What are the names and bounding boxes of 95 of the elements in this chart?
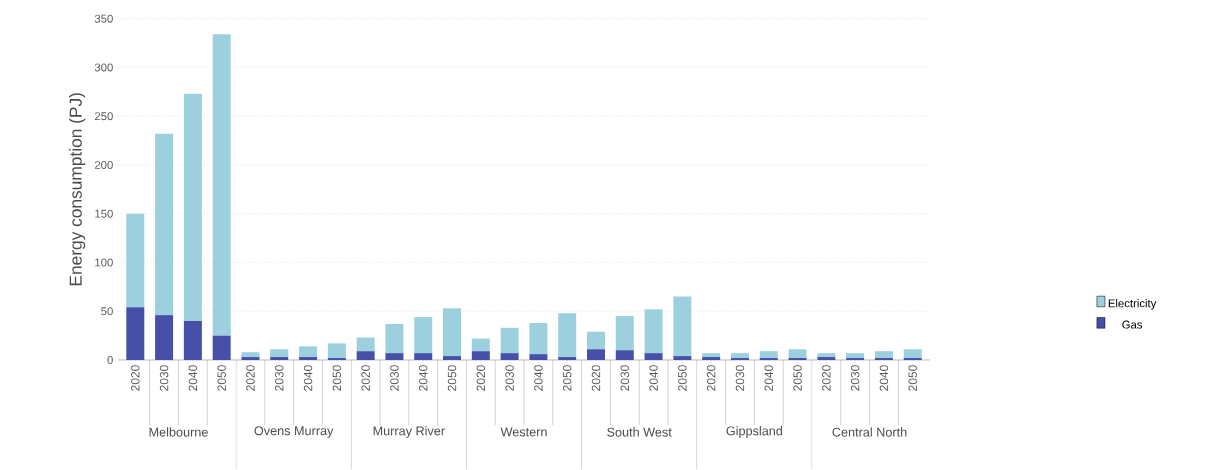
y-tick-label: 50 (101, 307, 113, 316)
y-tick-label: 200 (94, 161, 113, 170)
bar (241, 352, 260, 358)
x-tick-label: 2050 (217, 365, 226, 391)
y-tick-label: 350 (94, 14, 113, 23)
bar (385, 353, 404, 361)
x-tick-label: 2050 (447, 365, 457, 391)
y-tick-label: 300 (94, 63, 113, 72)
x-tick-label: 2040 (649, 365, 658, 391)
x-tick-label: 2050 (793, 365, 802, 391)
bar (500, 353, 519, 361)
text: Gippsland (726, 426, 783, 439)
bar (155, 133, 174, 316)
bar (730, 353, 749, 359)
bar (126, 213, 145, 308)
bar (903, 349, 922, 359)
bar (702, 357, 721, 361)
x-tick-label: 2020 (822, 365, 831, 391)
bar (241, 357, 260, 361)
x-tick-label: 2020 (476, 365, 486, 391)
bar (270, 357, 289, 361)
x-tick-label: 2020 (706, 365, 716, 391)
x-tick-label: 2030 (275, 365, 284, 391)
bar (673, 356, 692, 361)
bar (500, 328, 519, 354)
bar (183, 321, 202, 361)
x-tick-label: 2050 (678, 365, 687, 391)
text: Central North (832, 427, 907, 437)
bar (615, 350, 634, 361)
bar (558, 313, 577, 358)
x-tick-label: 2020 (131, 365, 140, 391)
bar (299, 346, 318, 358)
x-tick-label: 2020 (591, 365, 601, 391)
legend-label: Gas (1122, 320, 1143, 329)
bar (443, 308, 462, 357)
bar (615, 316, 634, 351)
x-tick-label: 2030 (620, 365, 630, 391)
bar (471, 338, 490, 352)
bar (673, 296, 692, 357)
text: Ovens Murray (254, 426, 334, 438)
x-tick-label: 2050 (908, 365, 917, 391)
x-tick-label: 2040 (418, 365, 428, 391)
bar (529, 354, 548, 361)
x-tick-label: 2040 (534, 365, 543, 391)
bar (385, 324, 404, 354)
bar (788, 349, 807, 359)
bar (183, 93, 202, 322)
x-tick-label: 2040 (879, 365, 889, 391)
bar (586, 349, 605, 361)
bar (356, 337, 375, 352)
bar (644, 353, 663, 361)
y-tick-label: 150 (95, 209, 113, 218)
x-tick-label: 2020 (361, 365, 370, 391)
bar (529, 323, 548, 355)
bar (327, 343, 346, 359)
x-tick-label: 2030 (850, 365, 860, 391)
bar (212, 34, 231, 336)
bar (126, 307, 145, 361)
x-tick-label: 2050 (332, 365, 342, 391)
text: Murray River (373, 426, 445, 439)
x-tick-label: 2040 (764, 365, 774, 391)
y-tick-label: 100 (95, 258, 113, 267)
y-tick-label: 250 (94, 112, 113, 121)
bar (702, 353, 721, 358)
x-tick-label: 2040 (188, 365, 198, 391)
bar (817, 353, 836, 358)
bar (586, 331, 605, 350)
x-tick-label: 2050 (562, 365, 572, 391)
bar (471, 351, 490, 361)
x-tick-label: 2020 (246, 365, 255, 391)
bar (558, 357, 577, 361)
x-tick-label: 2030 (735, 365, 745, 391)
x-tick-label: 2040 (303, 365, 313, 391)
x-tick-label: 2030 (390, 365, 399, 391)
bar (443, 356, 462, 361)
bar (270, 349, 289, 358)
text: Western (500, 427, 547, 437)
bar (759, 351, 778, 359)
bar (414, 353, 433, 361)
text: South West (607, 427, 672, 437)
y-tick-label: 0 (107, 356, 113, 365)
x-tick-label: 2030 (505, 365, 514, 391)
bar (155, 315, 174, 361)
x-tick-label: 2030 (159, 365, 169, 391)
y-axis-title: Energy consumption (PJ) (69, 93, 86, 286)
bar (817, 357, 836, 361)
legend-label: Electricity (1108, 299, 1157, 310)
bar (299, 357, 318, 361)
bar (212, 335, 231, 361)
bar (644, 309, 663, 354)
bar (356, 351, 375, 361)
bar (846, 353, 865, 359)
bar (414, 317, 433, 354)
text: Melbourne (149, 427, 208, 437)
bar (874, 351, 893, 359)
